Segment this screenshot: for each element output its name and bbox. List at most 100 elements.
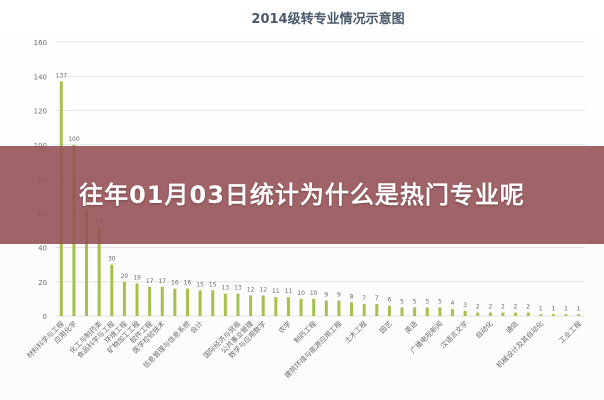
data-label: 2 <box>514 304 518 311</box>
bar <box>463 310 467 316</box>
data-label: 16 <box>171 280 179 287</box>
bar <box>122 281 126 316</box>
y-tick-label: 100 <box>34 142 47 150</box>
data-label: 17 <box>158 278 166 285</box>
bar <box>526 312 530 316</box>
value-labels: 1371006252302019171716161515131312121111… <box>56 72 581 312</box>
y-tick-label: 120 <box>34 108 47 116</box>
data-label: 11 <box>272 288 280 295</box>
data-label: 5 <box>413 298 417 305</box>
data-label: 9 <box>337 292 341 299</box>
bar <box>110 264 114 316</box>
x-tick-label: 土木工程 <box>342 319 368 345</box>
bar <box>514 312 518 316</box>
bar <box>261 295 265 316</box>
data-label: 20 <box>121 273 129 280</box>
x-tick-label: 机械设计及其自动化 <box>494 319 545 370</box>
data-label: 1 <box>564 305 568 312</box>
data-label: 13 <box>222 285 230 292</box>
bar <box>387 305 391 316</box>
bar <box>324 300 328 316</box>
chart-title: 2014级转专业情况示意图 <box>251 11 404 27</box>
headline-text: 往年01月03日统计为什么是热门专业呢 <box>79 180 525 209</box>
y-tick-label: 160 <box>34 39 47 47</box>
bar <box>501 312 505 316</box>
data-label: 5 <box>400 298 404 305</box>
bar <box>400 307 404 316</box>
bar <box>337 300 341 316</box>
bar <box>249 295 253 316</box>
bar <box>488 312 492 316</box>
bar <box>223 293 227 316</box>
data-label: 137 <box>56 72 68 79</box>
data-label: 10 <box>310 290 318 297</box>
data-label: 12 <box>247 286 255 293</box>
data-label: 4 <box>451 300 455 307</box>
x-tick-label: 英语 <box>403 319 419 335</box>
data-label: 2 <box>476 304 480 311</box>
bar <box>425 307 429 316</box>
data-label: 16 <box>184 280 192 287</box>
bar <box>350 302 354 316</box>
y-tick-label: 140 <box>34 73 47 81</box>
bar <box>186 288 189 316</box>
data-label: 15 <box>196 281 204 288</box>
x-tick-label: 制药工程 <box>292 319 318 345</box>
x-tick-label: 通信 <box>504 319 520 335</box>
bar <box>236 293 240 316</box>
headline-banner: 往年01月03日统计为什么是热门专业呢 <box>0 146 604 244</box>
bar <box>451 309 454 316</box>
data-label: 3 <box>463 302 467 309</box>
x-tick-label: 园艺 <box>378 320 394 336</box>
bar <box>539 314 543 316</box>
bar <box>551 314 555 316</box>
data-label: 8 <box>350 293 354 300</box>
data-label: 2 <box>526 304 530 311</box>
bar <box>97 226 101 316</box>
bar <box>375 304 379 316</box>
data-label: 9 <box>324 292 328 299</box>
y-tick-label: 20 <box>38 279 47 287</box>
data-label: 13 <box>234 285 242 292</box>
bar <box>577 314 581 316</box>
y-tick-label: 0 <box>43 313 47 321</box>
bar <box>413 307 417 316</box>
bar <box>312 298 316 316</box>
x-tick-label: 会计 <box>188 319 204 335</box>
bar <box>564 314 568 316</box>
data-label: 15 <box>209 281 217 288</box>
data-label: 11 <box>285 288 293 295</box>
data-label: 7 <box>375 295 379 302</box>
data-label: 10 <box>297 290 305 297</box>
bar <box>148 286 152 316</box>
bar <box>173 288 177 316</box>
data-label: 1 <box>552 305 556 312</box>
bar <box>438 307 442 316</box>
data-label: 6 <box>387 297 391 304</box>
bar <box>160 286 164 316</box>
x-tick-label: 汉语言文学 <box>438 319 469 350</box>
bar <box>211 290 215 316</box>
data-label: 7 <box>362 295 366 302</box>
x-tick-label: 工业工程 <box>557 319 583 345</box>
bar <box>135 283 139 316</box>
data-label: 30 <box>108 256 116 263</box>
bar <box>362 304 366 316</box>
data-label: 12 <box>259 286 267 293</box>
x-axis-labels: 材料科学与工程应用化学化工与制药类食品科学与工程环境工程矿物加工工程软件工程医学… <box>25 319 583 380</box>
grid-lines <box>55 41 585 317</box>
data-label: 5 <box>438 298 442 305</box>
data-label: 2 <box>488 304 492 311</box>
bar <box>198 290 202 316</box>
data-label: 1 <box>577 305 581 312</box>
data-label: 17 <box>146 278 154 285</box>
x-tick-label: 自动化 <box>474 319 495 340</box>
data-label: 19 <box>133 274 141 281</box>
data-label: 1 <box>539 305 543 312</box>
y-tick-label: 40 <box>38 245 47 253</box>
data-label: 2 <box>501 304 505 311</box>
data-label: 5 <box>425 298 429 305</box>
bar <box>85 209 89 316</box>
bar <box>299 298 303 316</box>
